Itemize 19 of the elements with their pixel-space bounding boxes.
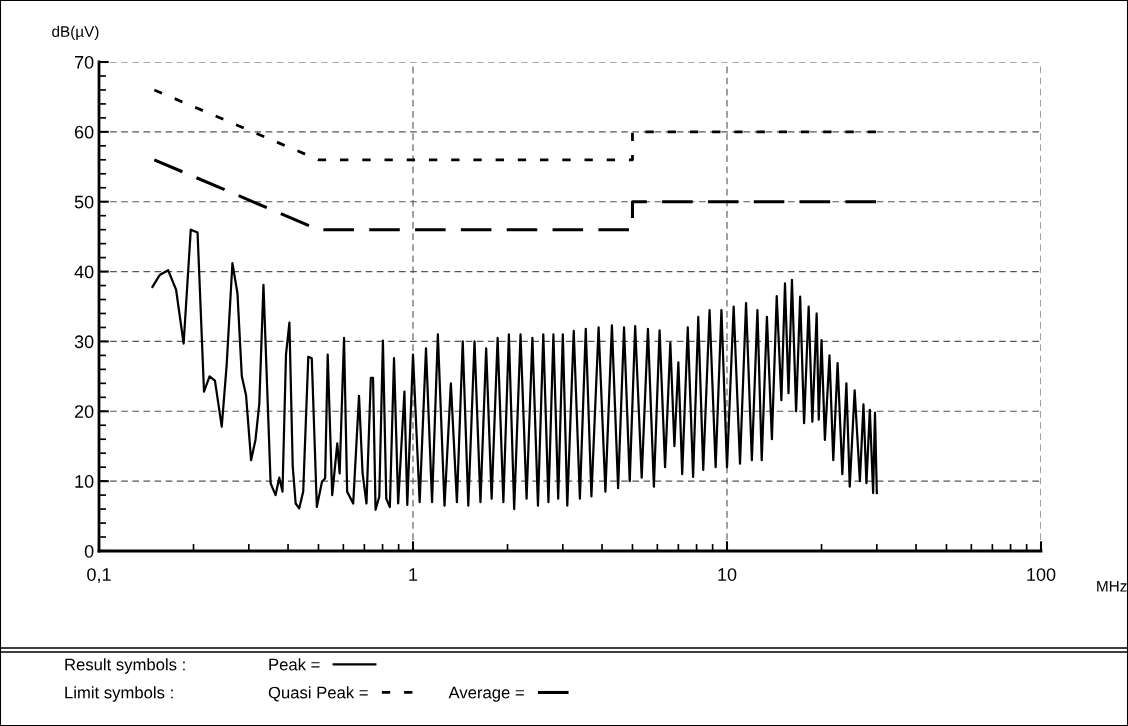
legend-label: Peak = <box>269 658 320 671</box>
legend-label: Quasi Peak = <box>268 686 368 702</box>
y-tick-label: 20 <box>74 405 94 419</box>
x-tick-label: 0,1 <box>87 568 111 584</box>
x-tick-label: 100 <box>1027 568 1056 581</box>
y-tick-label: 10 <box>75 475 94 488</box>
text: Result symbols : <box>65 658 185 674</box>
y-tick-label: 30 <box>74 335 94 349</box>
y-tick-label: 40 <box>74 265 94 279</box>
y-axis-title: dB(µV) <box>52 25 99 40</box>
y-tick-label: 70 <box>74 55 94 69</box>
legend-label: Average = <box>448 686 524 702</box>
x-tick-label: 10 <box>718 568 737 581</box>
text: Limit symbols : <box>65 686 173 702</box>
x-tick-label: 1 <box>409 568 418 581</box>
y-tick-label: 0 <box>84 544 94 558</box>
y-tick-label: 50 <box>74 195 94 209</box>
x-axis-title: MHz <box>1097 580 1127 592</box>
y-tick-label: 60 <box>74 125 94 139</box>
